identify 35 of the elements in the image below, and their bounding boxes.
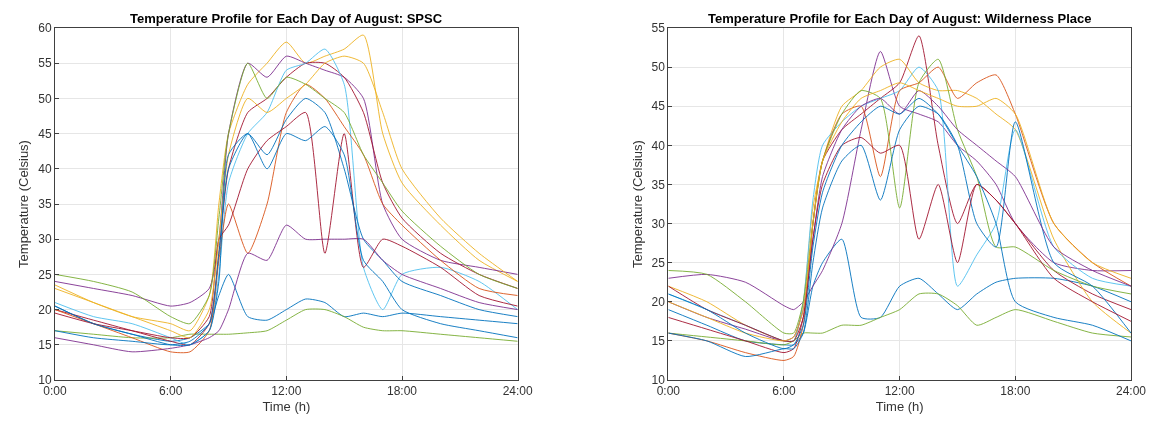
y-tick-label: 15 — [651, 334, 666, 349]
y-tick-label: 25 — [38, 267, 52, 282]
y-tick-label: 55 — [38, 56, 52, 71]
x-tick-label: 0:00 — [656, 384, 681, 399]
y-axis-title: Temperature (Celsius) — [16, 140, 32, 268]
x-tick-label: 12:00 — [884, 384, 915, 399]
x-axis-title: Time (h) — [875, 399, 924, 414]
chart-title: Temperature Profile for Each Day of August: SPSC — [130, 11, 443, 26]
chart-title: Temperature Profile for Each Day of August: Wilderness Place — [708, 11, 1092, 26]
y-tick-label: 45 — [651, 99, 666, 114]
y-tick-label: 35 — [651, 177, 666, 192]
x-tick-label: 18:00 — [1000, 384, 1031, 399]
x-tick-label: 24:00 — [1115, 384, 1147, 399]
y-tick-label: 40 — [38, 162, 52, 176]
x-tick-label: 0:00 — [43, 384, 67, 399]
x-tick-label: 18:00 — [386, 384, 418, 399]
y-tick-label: 55 — [651, 21, 666, 36]
y-axis-title: Temperature (Celsius) — [629, 140, 645, 268]
x-tick-label: 6:00 — [772, 384, 796, 399]
y-tick-label: 45 — [38, 126, 52, 141]
y-tick-label: 15 — [38, 338, 52, 352]
y-tick-label: 40 — [651, 138, 666, 153]
y-tick-label: 20 — [38, 302, 52, 317]
y-tick-label: 50 — [38, 91, 52, 106]
x-tick-label: 24:00 — [502, 384, 534, 399]
y-tick-label: 20 — [651, 294, 666, 309]
y-tick-label: 30 — [38, 232, 52, 247]
y-tick-label: 60 — [38, 21, 52, 36]
y-tick-label: 30 — [651, 216, 666, 231]
y-tick-label: 25 — [651, 255, 666, 270]
y-tick-label: 35 — [38, 197, 52, 212]
x-axis-title: Time (h) — [262, 399, 311, 414]
y-tick-label: 50 — [651, 60, 666, 75]
x-tick-label: 6:00 — [158, 384, 183, 399]
x-tick-label: 12:00 — [271, 384, 302, 399]
